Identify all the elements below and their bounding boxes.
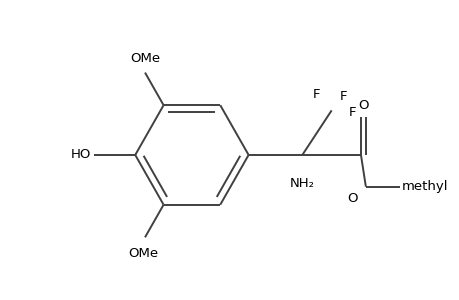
Text: methyl: methyl bbox=[401, 180, 448, 193]
Text: F: F bbox=[348, 106, 356, 119]
Text: O: O bbox=[358, 99, 368, 112]
Text: HO: HO bbox=[71, 148, 91, 161]
Text: F: F bbox=[339, 90, 346, 103]
Text: NH₂: NH₂ bbox=[289, 177, 314, 190]
Text: F: F bbox=[312, 88, 319, 101]
Text: O: O bbox=[347, 192, 357, 205]
Text: OMe: OMe bbox=[130, 52, 160, 65]
Text: OMe: OMe bbox=[128, 247, 158, 260]
